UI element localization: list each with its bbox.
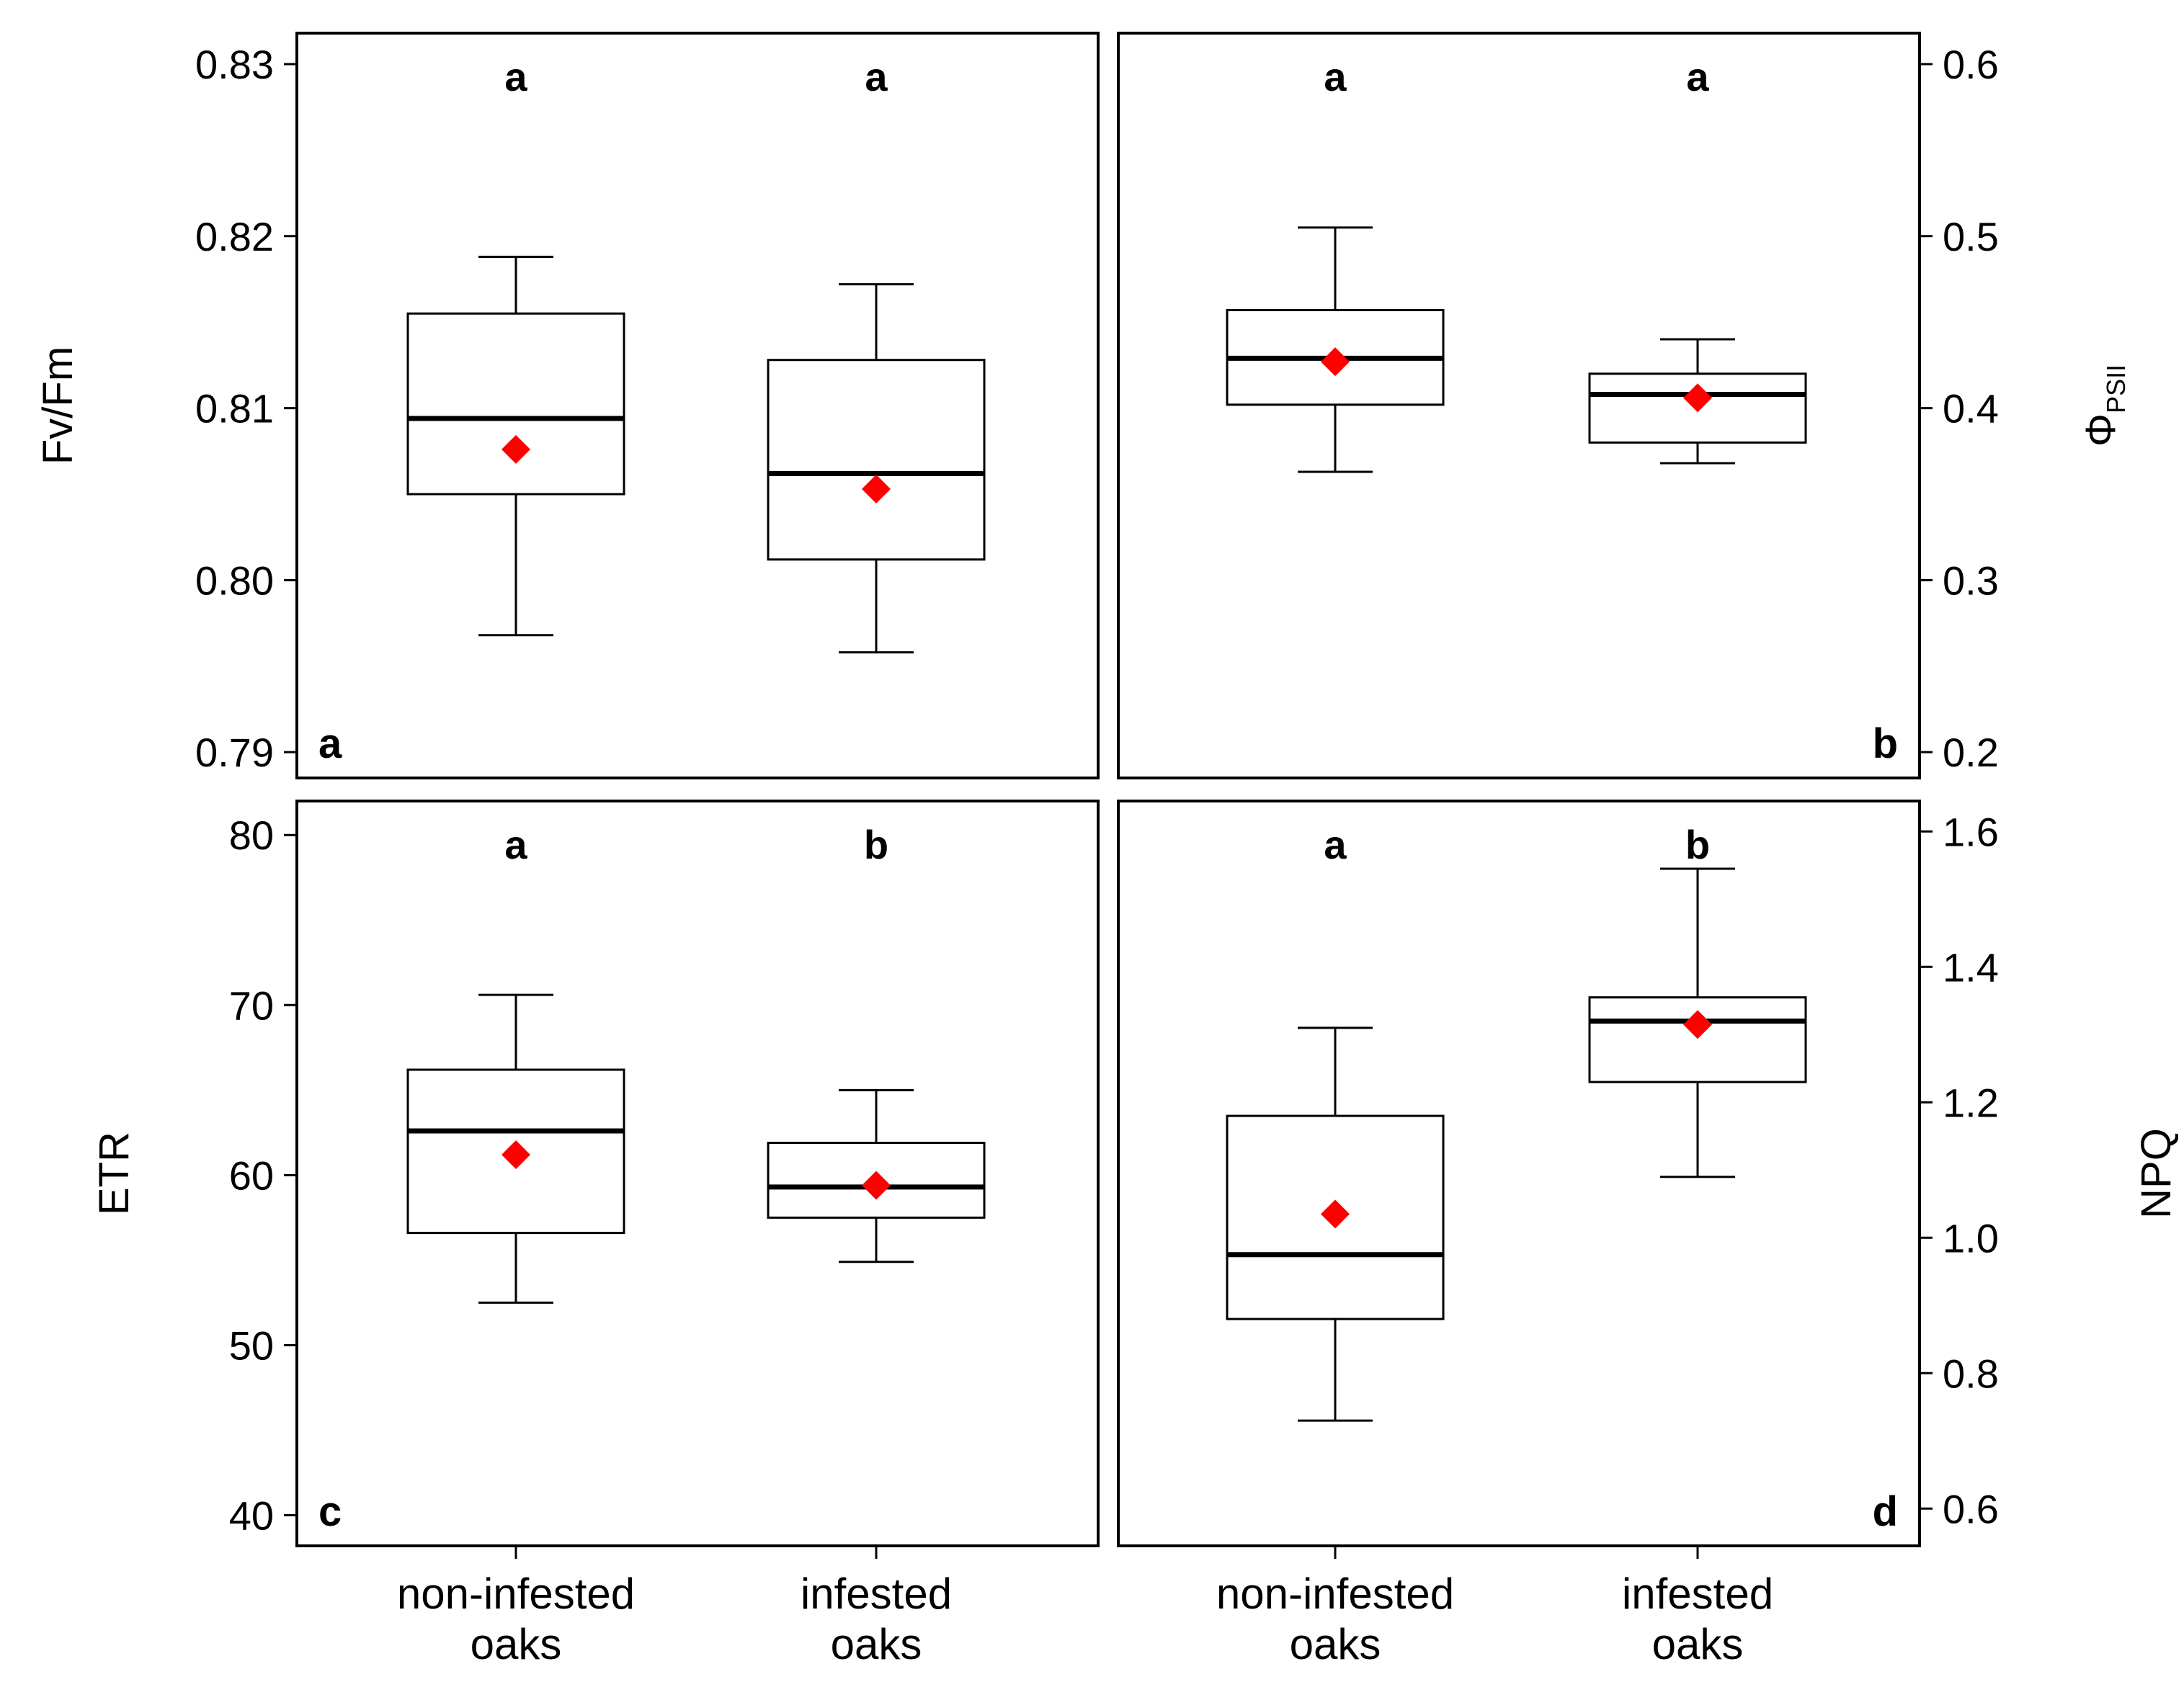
mean-marker: [1683, 383, 1712, 413]
y-tick-label: 0.4: [1943, 386, 1999, 431]
significance-letter: a: [1324, 822, 1347, 867]
panel-label: a: [318, 720, 342, 767]
psii-subscript: PSII: [2101, 364, 2131, 413]
y-tick-label: 0.81: [195, 386, 274, 431]
mean-marker: [1321, 1199, 1350, 1229]
iqr-box: [1226, 1114, 1445, 1320]
significance-letter: a: [865, 54, 888, 99]
y-tick-label: 50: [229, 1323, 274, 1368]
y-tick-label: 0.80: [195, 558, 274, 603]
y-tick-label: 0.79: [195, 730, 274, 775]
y-tick-label: 1.4: [1943, 944, 1999, 990]
phi-symbol: Φ: [2077, 413, 2124, 447]
significance-letter: b: [1685, 822, 1710, 867]
x-label-c-infested-line1: infested: [801, 1570, 952, 1618]
panel-c-frame: [295, 800, 1100, 1547]
mean-marker: [862, 1171, 891, 1200]
significance-letter: b: [864, 822, 888, 867]
panel-c: 40 50 60 70 80 a b c: [229, 813, 986, 1559]
x-label-c-non-infested-line1: non-infested: [397, 1570, 635, 1618]
y-tick-label: 1.2: [1943, 1080, 1999, 1125]
iqr-box: [406, 312, 625, 496]
x-label-d-infested-line2: oaks: [1652, 1620, 1744, 1668]
panel-b-frame: [1117, 32, 1921, 779]
x-label-d-non-infested-line1: non-infested: [1216, 1570, 1454, 1618]
mean-marker: [502, 434, 530, 464]
x-label-c-infested-line2: oaks: [831, 1620, 922, 1668]
mean-marker: [1321, 347, 1350, 377]
mean-marker: [1683, 1010, 1712, 1039]
x-label-d-infested-line1: infested: [1622, 1570, 1773, 1618]
y-tick-label: 0.6: [1943, 42, 1999, 87]
panel-a-ylabel: Fv/Fm: [35, 346, 81, 465]
x-label-d-non-infested-line2: oaks: [1290, 1620, 1381, 1668]
panel-a: 0.79 0.80 0.81 0.82 0.83 a a a: [195, 42, 986, 775]
panel-label: c: [318, 1488, 342, 1535]
panel-d: 0.6 0.8 1.0 1.2 1.4 1.6 a b d: [1226, 809, 1999, 1559]
panel-d-frame: [1117, 800, 1921, 1547]
y-tick-label: 0.2: [1943, 730, 1999, 775]
y-tick-label: 0.82: [195, 214, 274, 259]
iqr-box: [767, 359, 986, 561]
y-tick-label: 70: [229, 983, 274, 1028]
panel-b: 0.2 0.3 0.4 0.5 0.6 a a b: [1226, 42, 1999, 775]
panel-a-frame: [295, 32, 1100, 779]
significance-letter: a: [1686, 54, 1709, 99]
x-label-c-non-infested-line2: oaks: [471, 1620, 562, 1668]
y-tick-label: 0.8: [1943, 1351, 1999, 1396]
significance-letter: a: [504, 822, 527, 867]
panel-label: d: [1873, 1488, 1898, 1535]
mean-marker: [862, 474, 891, 504]
panel-label: b: [1873, 720, 1898, 767]
y-tick-label: 1.0: [1943, 1215, 1999, 1261]
significance-letter: a: [1324, 54, 1347, 99]
y-tick-label: 0.83: [195, 42, 274, 87]
y-tick-label: 0.5: [1943, 214, 1999, 259]
y-tick-label: 40: [229, 1493, 274, 1539]
y-tick-label: 0.6: [1943, 1486, 1999, 1531]
panel-d-ylabel: NPQ: [2133, 1128, 2180, 1219]
y-tick-label: 80: [229, 813, 274, 858]
mean-marker: [502, 1140, 530, 1170]
y-tick-label: 1.6: [1943, 809, 1999, 854]
panel-b-ylabel: ΦPSII: [2077, 364, 2131, 447]
significance-letter: a: [504, 54, 527, 99]
y-tick-label: 60: [229, 1153, 274, 1198]
panel-c-ylabel: ETR: [91, 1132, 138, 1215]
y-tick-label: 0.3: [1943, 558, 1999, 603]
